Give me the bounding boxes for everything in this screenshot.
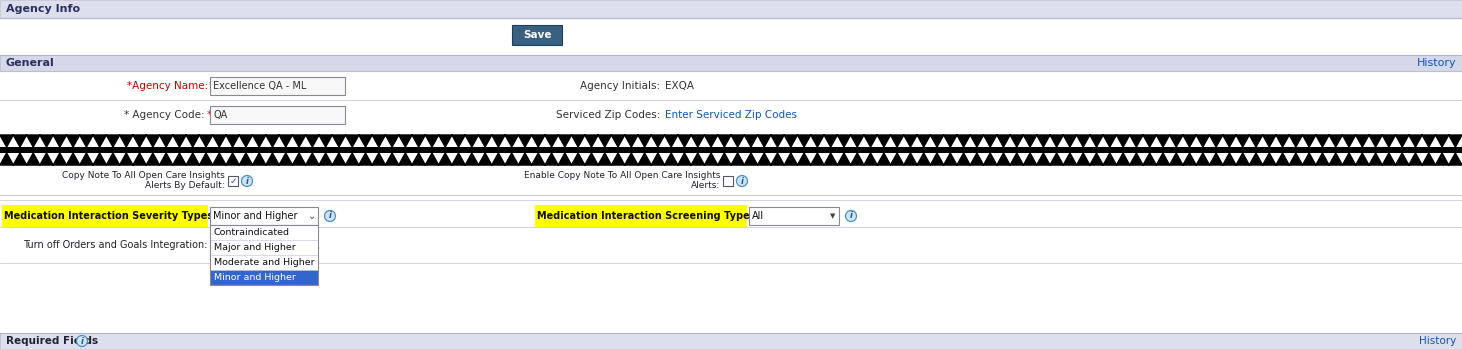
Text: Medication Interaction Screening Types:: Medication Interaction Screening Types: (537, 211, 759, 221)
Text: ✓: ✓ (230, 177, 237, 186)
FancyBboxPatch shape (0, 147, 1462, 153)
Text: History: History (1418, 336, 1456, 346)
Text: Contraindicated: Contraindicated (213, 228, 289, 237)
FancyBboxPatch shape (211, 207, 319, 225)
Circle shape (325, 210, 335, 222)
Text: ⌄: ⌄ (308, 211, 316, 221)
FancyBboxPatch shape (211, 270, 319, 285)
Text: History: History (1417, 58, 1456, 68)
Text: i: i (246, 177, 249, 186)
Text: *: * (209, 81, 213, 91)
Text: Medication Interaction Severity Types:: Medication Interaction Severity Types: (4, 211, 218, 221)
Text: Alerts By Default:: Alerts By Default: (145, 180, 225, 190)
Text: Excellence QA - ML: Excellence QA - ML (213, 81, 307, 91)
FancyBboxPatch shape (211, 240, 319, 255)
Text: Agency Info: Agency Info (6, 4, 80, 14)
Text: Enter Serviced Zip Codes: Enter Serviced Zip Codes (665, 110, 797, 120)
FancyBboxPatch shape (0, 55, 1462, 71)
Text: Minor and Higher: Minor and Higher (213, 273, 295, 282)
Text: * Agency Code:: * Agency Code: (124, 110, 205, 120)
Text: Serviced Zip Codes:: Serviced Zip Codes: (556, 110, 659, 120)
FancyBboxPatch shape (0, 0, 1462, 18)
Circle shape (845, 210, 857, 222)
FancyBboxPatch shape (749, 207, 839, 225)
Text: Copy Note To All Open Care Insights: Copy Note To All Open Care Insights (63, 171, 225, 179)
Text: Enable Copy Note To All Open Care Insights: Enable Copy Note To All Open Care Insigh… (523, 171, 719, 179)
FancyBboxPatch shape (1, 205, 208, 227)
Text: i: i (849, 211, 852, 221)
FancyBboxPatch shape (512, 25, 561, 45)
FancyBboxPatch shape (228, 176, 238, 186)
Circle shape (737, 176, 747, 186)
Circle shape (76, 335, 88, 347)
Text: i: i (329, 211, 332, 221)
Text: Required Fields: Required Fields (6, 336, 98, 346)
Text: Save: Save (523, 30, 551, 40)
Text: Turn off Orders and Goals Integration:: Turn off Orders and Goals Integration: (23, 240, 208, 250)
FancyBboxPatch shape (0, 18, 1462, 349)
FancyBboxPatch shape (211, 106, 345, 124)
Text: *Agency Name:: *Agency Name: (127, 81, 208, 91)
FancyBboxPatch shape (535, 205, 747, 227)
FancyBboxPatch shape (0, 333, 1462, 349)
Text: Minor and Higher: Minor and Higher (213, 211, 297, 221)
Text: All: All (751, 211, 765, 221)
Text: EXQA: EXQA (665, 81, 694, 91)
FancyBboxPatch shape (211, 225, 319, 240)
Circle shape (241, 176, 253, 186)
Text: QA: QA (213, 110, 227, 120)
FancyBboxPatch shape (724, 176, 732, 186)
Text: Moderate and Higher: Moderate and Higher (213, 258, 314, 267)
Text: ▼: ▼ (830, 213, 836, 219)
FancyBboxPatch shape (211, 77, 345, 95)
Text: Alerts:: Alerts: (690, 180, 719, 190)
Text: General: General (6, 58, 54, 68)
Text: *: * (208, 110, 212, 120)
Text: i: i (80, 336, 83, 346)
Text: Major and Higher: Major and Higher (213, 243, 295, 252)
FancyBboxPatch shape (0, 130, 1462, 135)
Text: Agency Initials:: Agency Initials: (580, 81, 659, 91)
Text: i: i (741, 177, 744, 186)
FancyBboxPatch shape (211, 255, 319, 270)
